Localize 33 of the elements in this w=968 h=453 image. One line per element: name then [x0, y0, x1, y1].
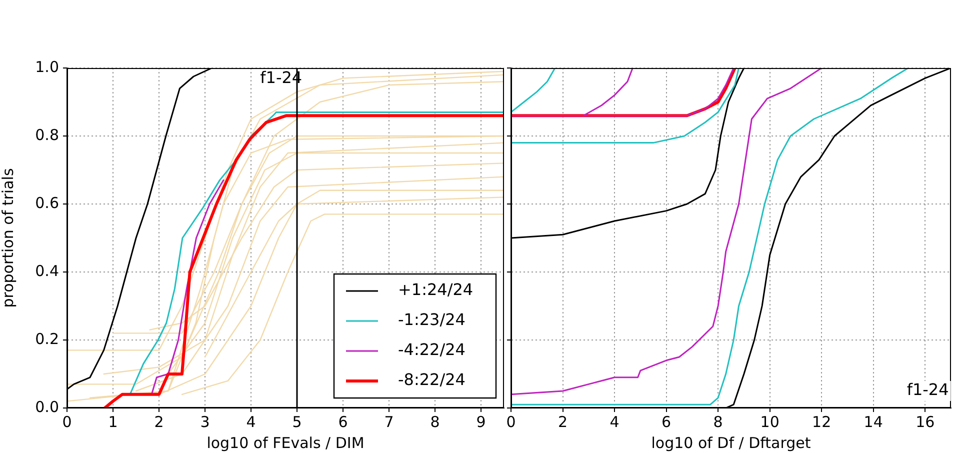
x-tick-label: 0 [506, 412, 516, 431]
x-tick-label: 10 [760, 412, 780, 431]
x-tick-label: 3 [200, 412, 210, 431]
x-tick-label: 4 [246, 412, 256, 431]
x-tick-label: 16 [916, 412, 935, 431]
x-axis-title: log10 of Df / Dftarget [651, 434, 811, 452]
x-tick-label: 4 [610, 412, 620, 431]
legend-label: -1:23/24 [398, 310, 466, 330]
legend-label: +1:24/24 [398, 280, 474, 300]
legend-label: -8:22/24 [398, 370, 466, 390]
x-axis-title: log10 of FEvals / DIM [206, 434, 364, 452]
x-tick-label: 12 [812, 412, 832, 431]
x-tick-label: 2 [558, 412, 568, 431]
legend-label: -4:22/24 [398, 340, 466, 360]
x-tick-label: 6 [662, 412, 672, 431]
x-tick-label: 1 [108, 412, 118, 431]
x-tick-label: 0 [62, 412, 72, 431]
y-tick-label: 0.6 [35, 194, 59, 212]
x-tick-label: 9 [476, 412, 486, 431]
y-tick-label: 0.0 [35, 398, 59, 416]
x-tick-label: 8 [713, 412, 723, 431]
x-tick-label: 8 [430, 412, 440, 431]
y-tick-label: 0.4 [35, 262, 59, 280]
x-tick-label: 5 [292, 412, 302, 431]
y-axis-title: proportion of trials [0, 168, 17, 308]
y-tick-label: 0.2 [35, 330, 59, 348]
x-tick-label: 7 [384, 412, 394, 431]
annotation: f1-24 [906, 380, 949, 400]
y-tick-label: 1.0 [35, 58, 59, 76]
x-tick-label: 6 [338, 412, 348, 431]
y-tick-label: 0.8 [35, 126, 59, 144]
x-tick-label: 14 [864, 412, 883, 431]
x-tick-label: 2 [154, 412, 164, 431]
